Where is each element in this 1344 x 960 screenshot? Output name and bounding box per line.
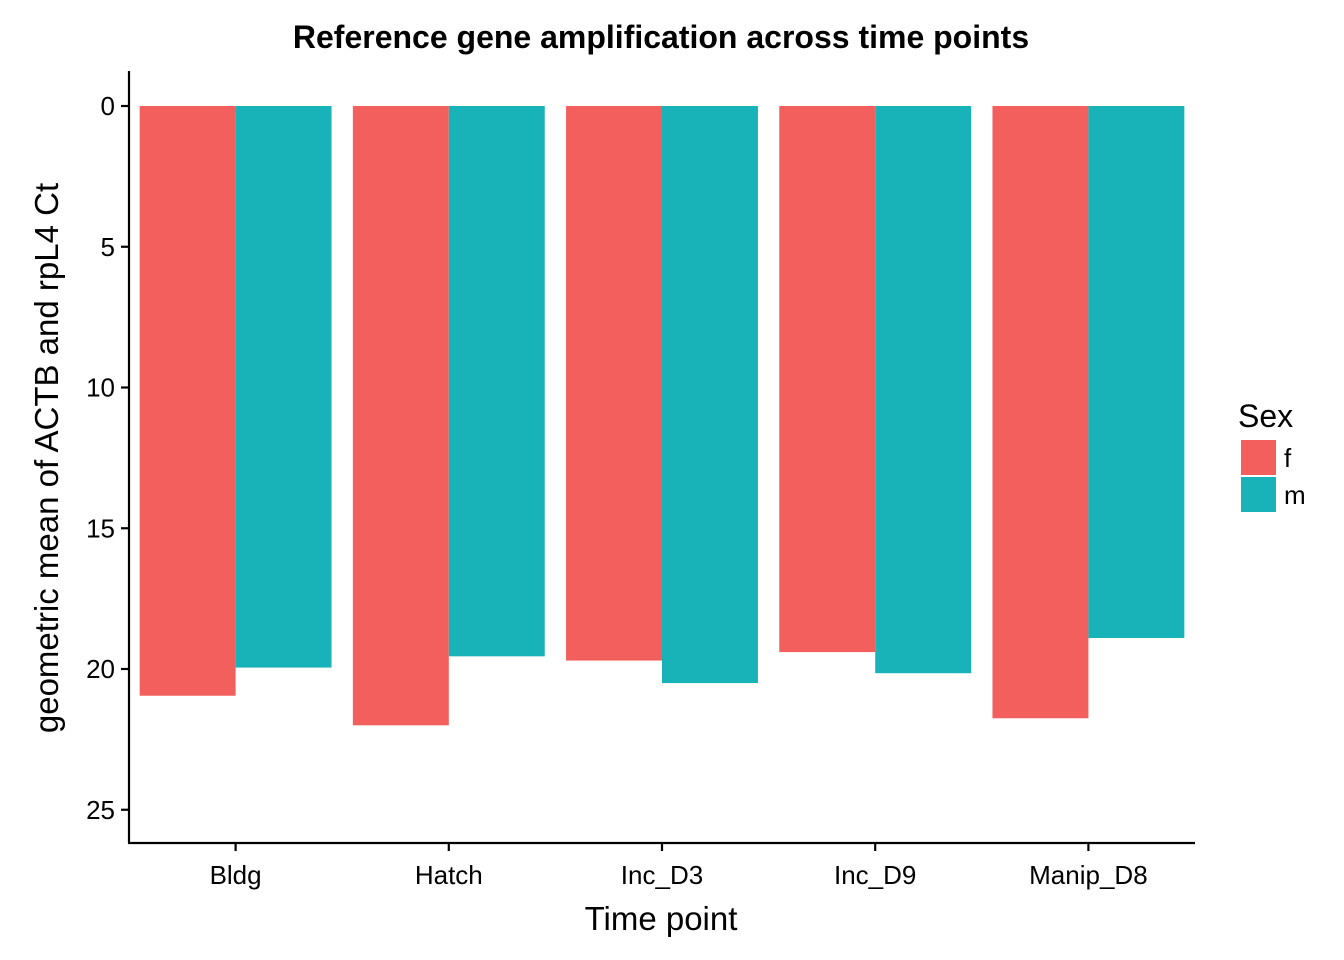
bar-m-manip-d8 xyxy=(1088,106,1185,639)
bar-m-inc-d9 xyxy=(875,106,972,674)
ticks-layer: 0 5 10 15 20 25 Bldg Hatch Inc_D3 Inc_D9 Manip_D8 xyxy=(86,91,1148,890)
y-tick-label: 15 xyxy=(86,513,115,543)
x-axis-title: Time point xyxy=(585,900,738,937)
legend-items: fm xyxy=(1241,440,1306,512)
bar-f-inc-d3 xyxy=(566,106,662,661)
legend-swatch-m xyxy=(1241,477,1276,512)
legend-swatch-f xyxy=(1241,440,1276,475)
x-tick-label: Hatch xyxy=(415,860,483,890)
chart-title: Reference gene amplification across time… xyxy=(293,19,1029,55)
bar-m-hatch xyxy=(448,106,545,657)
y-tick-label: 20 xyxy=(86,654,115,684)
y-axis-title: geometric mean of ACTB and rpL4 Ct xyxy=(28,183,65,733)
x-tick-label: Inc_D9 xyxy=(834,860,916,890)
legend: Sex fm xyxy=(1238,398,1306,512)
bar-f-bldg xyxy=(139,106,236,696)
x-tick-label: Inc_D3 xyxy=(621,860,703,890)
x-tick-label: Manip_D8 xyxy=(1029,860,1148,890)
bars-layer xyxy=(139,106,1185,726)
y-tick-label: 5 xyxy=(101,232,115,262)
bar-f-inc-d9 xyxy=(779,106,876,653)
legend-title: Sex xyxy=(1238,398,1293,434)
legend-label-m: m xyxy=(1284,480,1306,510)
y-tick-label: 0 xyxy=(101,91,115,121)
bar-f-hatch xyxy=(352,106,449,726)
x-tick-label: Bldg xyxy=(210,860,262,890)
y-tick-label: 10 xyxy=(86,373,115,403)
bar-f-manip-d8 xyxy=(992,106,1089,719)
y-tick-label: 25 xyxy=(86,795,115,825)
bar-m-bldg xyxy=(235,106,332,668)
bar-m-inc-d3 xyxy=(662,106,758,684)
legend-label-f: f xyxy=(1284,443,1292,473)
